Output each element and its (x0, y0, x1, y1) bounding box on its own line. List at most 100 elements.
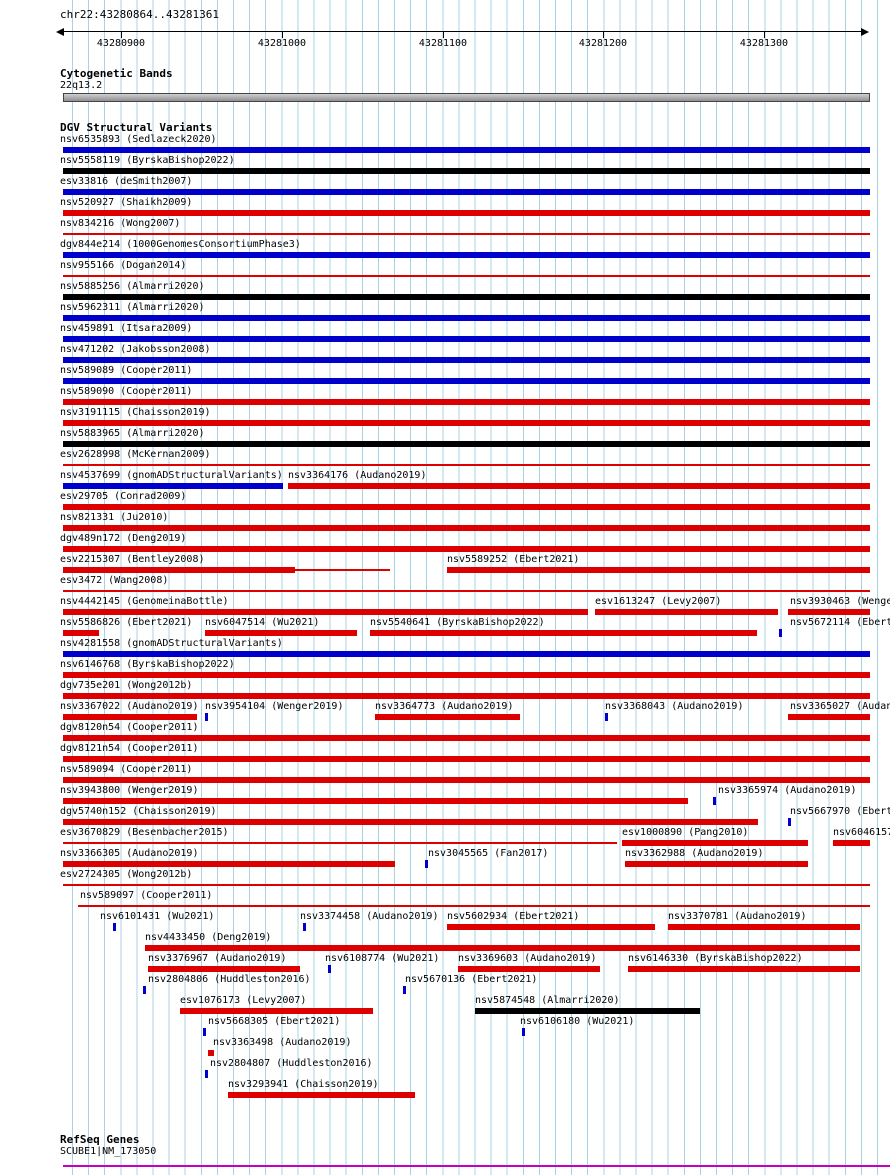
variant-bar[interactable] (63, 504, 870, 510)
variant-bar[interactable] (63, 464, 870, 466)
variant-bar[interactable] (208, 1050, 214, 1056)
variant-bar[interactable] (63, 252, 870, 258)
variant-label[interactable]: nsv5602934 (Ebert2021) (447, 911, 580, 922)
variant-label[interactable]: nsv3366305 (Audano2019) (60, 848, 199, 859)
variant-label[interactable]: nsv6108774 (Wu2021) (325, 953, 440, 964)
variant-label[interactable]: nsv4433450 (Deng2019) (145, 932, 272, 943)
variant-label[interactable]: nsv589089 (Cooper2011) (60, 365, 193, 376)
variant-bar[interactable] (288, 483, 870, 489)
ruler-right-arrow-icon[interactable] (861, 28, 869, 36)
variant-label[interactable]: nsv589090 (Cooper2011) (60, 386, 193, 397)
variant-label[interactable]: nsv3374458 (Audano2019) (300, 911, 439, 922)
variant-label[interactable]: nsv3363498 (Audano2019) (213, 1037, 352, 1048)
variant-label[interactable]: nsv5874548 (Almarri2020) (475, 995, 620, 1006)
variant-label[interactable]: nsv6046157 (833, 827, 890, 838)
variant-bar[interactable] (205, 713, 208, 721)
variant-label[interactable]: nsv5586826 (Ebert2021) (60, 617, 193, 628)
variant-bar[interactable] (625, 861, 808, 867)
variant-label[interactable]: nsv6101431 (Wu2021) (100, 911, 215, 922)
variant-bar[interactable] (63, 884, 870, 886)
variant-bar[interactable] (833, 840, 870, 846)
variant-label[interactable]: dgv735e201 (Wong2012b) (60, 680, 193, 691)
variant-label[interactable]: nsv6146330 (ByrskaBishop2022) (628, 953, 803, 964)
variant-bar[interactable] (605, 713, 608, 721)
variant-bar[interactable] (63, 842, 617, 844)
variant-label[interactable]: dgv844e214 (1000GenomesConsortiumPhase3) (60, 239, 301, 250)
variant-bar[interactable] (63, 233, 870, 235)
variant-bar[interactable] (63, 798, 688, 804)
variant-bar[interactable] (63, 315, 870, 321)
variant-label[interactable]: esv2628998 (McKernan2009) (60, 449, 211, 460)
variant-label[interactable]: nsv3364176 (Audano2019) (288, 470, 427, 481)
variant-bar[interactable] (63, 819, 758, 825)
variant-label[interactable]: nsv589097 (Cooper2011) (80, 890, 213, 901)
variant-label[interactable]: nsv821331 (Ju2010) (60, 512, 169, 523)
variant-bar[interactable] (475, 1008, 700, 1014)
variant-bar[interactable] (63, 441, 870, 447)
cytoband-bar[interactable] (63, 93, 870, 102)
variant-bar[interactable] (63, 378, 870, 384)
variant-bar[interactable] (148, 966, 300, 972)
variant-label[interactable]: nsv5672114 (Ebert2 (790, 617, 890, 628)
variant-bar[interactable] (403, 986, 406, 994)
variant-label[interactable]: esv29705 (Conrad2009) (60, 491, 187, 502)
variant-bar[interactable] (425, 860, 428, 868)
variant-label[interactable]: dgv8120n54 (Cooper2011) (60, 722, 199, 733)
variant-bar[interactable] (205, 1070, 208, 1078)
variant-label[interactable]: nsv6535893 (Sedlazeck2020) (60, 134, 217, 145)
variant-bar[interactable] (788, 818, 791, 826)
variant-bar[interactable] (595, 609, 778, 615)
variant-label[interactable]: nsv3369603 (Audano2019) (458, 953, 597, 964)
variant-bar[interactable] (628, 966, 860, 972)
variant-bar[interactable] (668, 924, 860, 930)
variant-label[interactable]: nsv5962311 (Almarri2020) (60, 302, 205, 313)
variant-bar[interactable] (63, 777, 870, 783)
variant-bar[interactable] (203, 1028, 206, 1036)
variant-bar[interactable] (328, 965, 331, 973)
variant-bar[interactable] (63, 672, 870, 678)
variant-label[interactable]: nsv3365974 (Audano2019) (718, 785, 857, 796)
variant-bar[interactable] (205, 630, 357, 636)
variant-label[interactable]: nsv520927 (Shaikh2009) (60, 197, 193, 208)
variant-bar[interactable] (63, 590, 870, 592)
variant-bar[interactable] (63, 693, 870, 699)
variant-label[interactable]: nsv5668305 (Ebert2021) (208, 1016, 341, 1027)
variant-bar[interactable] (295, 569, 390, 571)
variant-bar[interactable] (63, 210, 870, 216)
variant-bar[interactable] (63, 168, 870, 174)
variant-label[interactable]: nsv5883965 (Almarri2020) (60, 428, 205, 439)
variant-bar[interactable] (78, 905, 870, 907)
variant-label[interactable]: esv1613247 (Levy2007) (595, 596, 722, 607)
variant-bar[interactable] (447, 567, 870, 573)
variant-label[interactable]: nsv5885256 (Almarri2020) (60, 281, 205, 292)
variant-bar[interactable] (63, 714, 197, 720)
variant-label[interactable]: nsv3954104 (Wenger2019) (205, 701, 344, 712)
variant-bar[interactable] (522, 1028, 525, 1036)
variant-label[interactable]: nsv6146768 (ByrskaBishop2022) (60, 659, 235, 670)
variant-label[interactable]: nsv4537699 (gnomADStructuralVariants) (60, 470, 283, 481)
variant-bar[interactable] (63, 294, 870, 300)
variant-label[interactable]: nsv834216 (Wong2007) (60, 218, 181, 229)
variant-bar[interactable] (447, 924, 655, 930)
variant-label[interactable]: nsv3364773 (Audano2019) (375, 701, 514, 712)
variant-label[interactable]: nsv3362988 (Audano2019) (625, 848, 764, 859)
variant-label[interactable]: nsv2804807 (Huddleston2016) (210, 1058, 373, 1069)
variant-label[interactable]: nsv5589252 (Ebert2021) (447, 554, 580, 565)
variant-label[interactable]: nsv3370781 (Audano2019) (668, 911, 807, 922)
variant-label[interactable]: nsv3045565 (Fan2017) (428, 848, 549, 859)
variant-label[interactable]: nsv471202 (Jakobsson2008) (60, 344, 211, 355)
variant-bar[interactable] (145, 945, 860, 951)
variant-bar[interactable] (63, 399, 870, 405)
variant-label[interactable]: nsv4442145 (GenomeinaBottle) (60, 596, 229, 607)
variant-label[interactable]: esv1076173 (Levy2007) (180, 995, 307, 1006)
variant-label[interactable]: nsv589094 (Cooper2011) (60, 764, 193, 775)
variant-label[interactable]: nsv4281558 (gnomADStructuralVariants) (60, 638, 283, 649)
variant-label[interactable]: esv2215307 (Bentley2008) (60, 554, 205, 565)
variant-bar[interactable] (228, 1092, 415, 1098)
variant-bar[interactable] (63, 275, 870, 277)
variant-bar[interactable] (63, 546, 870, 552)
variant-bar[interactable] (788, 609, 870, 615)
variant-bar[interactable] (63, 420, 870, 426)
variant-label[interactable]: nsv955166 (Dogan2014) (60, 260, 187, 271)
variant-label[interactable]: nsv459891 (Itsara2009) (60, 323, 193, 334)
